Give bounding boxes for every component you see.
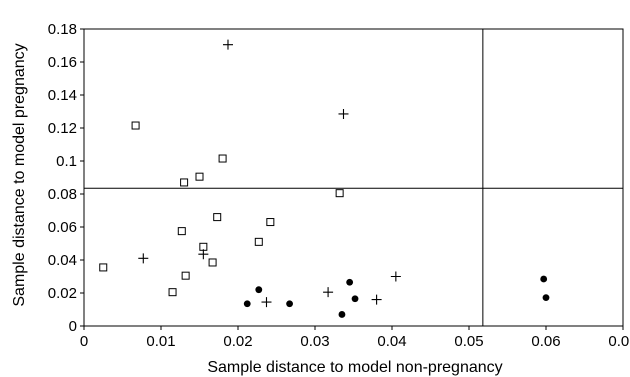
data-point-open-square — [181, 271, 190, 280]
data-point-filled-circle — [351, 295, 359, 303]
data-point-plus — [338, 108, 349, 119]
y-tick-label: 0.06 — [48, 219, 77, 236]
data-point-plus — [222, 39, 233, 50]
data-point-open-square — [254, 237, 263, 246]
data-point-open-square — [99, 263, 108, 272]
data-point-open-square — [335, 189, 344, 198]
x-tick-label: 0.05 — [454, 333, 483, 350]
data-point-filled-circle — [243, 300, 251, 308]
data-point-open-square — [195, 172, 204, 181]
y-axis-title: Sample distance to model pregnancy — [11, 43, 28, 306]
y-tick-label: 0.14 — [48, 87, 77, 104]
data-point-open-square — [208, 258, 217, 267]
x-tick-label: 0.07 — [608, 333, 630, 350]
data-point-plus — [371, 294, 382, 305]
data-point-open-square — [266, 218, 275, 227]
y-tick-label: 0.08 — [48, 186, 77, 203]
axis-ticks: 0 0.01 0.02 0.03 0.04 0.05 0.06 0.07 0 0.02 0.04 0.… — [48, 21, 630, 350]
data-point-plus — [390, 271, 401, 282]
data-point-filled-circle — [338, 311, 346, 318]
data-point-filled-circle — [540, 275, 548, 283]
x-tick-label: 0.04 — [377, 333, 406, 350]
data-point-open-square — [180, 178, 189, 187]
data-point-open-square — [131, 121, 140, 130]
x-tick-label: 0.02 — [223, 333, 252, 350]
y-tick-label: 0.16 — [48, 54, 77, 71]
y-tick-label: 0.18 — [48, 21, 77, 38]
data-point-filled-circle — [346, 278, 354, 286]
data-point-plus — [198, 249, 209, 260]
data-point-filled-circle — [542, 294, 550, 302]
x-tick-label: 0.06 — [531, 333, 560, 350]
plot-frame — [83, 28, 624, 327]
data-points — [99, 39, 550, 318]
y-tick-label: 0 — [69, 318, 77, 335]
data-point-open-square — [168, 288, 177, 297]
data-point-filled-circle — [255, 286, 263, 294]
data-point-plus — [323, 287, 334, 298]
y-tick-label: 0.12 — [48, 120, 77, 137]
y-tick-label: 0.02 — [48, 285, 77, 302]
x-tick-label: 0 — [80, 333, 88, 350]
data-point-open-square — [177, 227, 186, 236]
data-point-open-square — [213, 213, 222, 222]
data-point-open-square — [218, 154, 227, 163]
data-point-plus — [138, 253, 149, 264]
data-point-filled-circle — [286, 300, 293, 308]
x-axis-title: Sample distance to model non-pregnancy — [207, 359, 502, 376]
x-tick-label: 0.03 — [300, 333, 329, 350]
y-tick-label: 0.04 — [48, 252, 77, 269]
data-point-plus — [261, 297, 272, 308]
plot-area — [83, 28, 624, 327]
y-tick-label: 0.1 — [56, 153, 77, 170]
x-tick-label: 0.01 — [146, 333, 175, 350]
